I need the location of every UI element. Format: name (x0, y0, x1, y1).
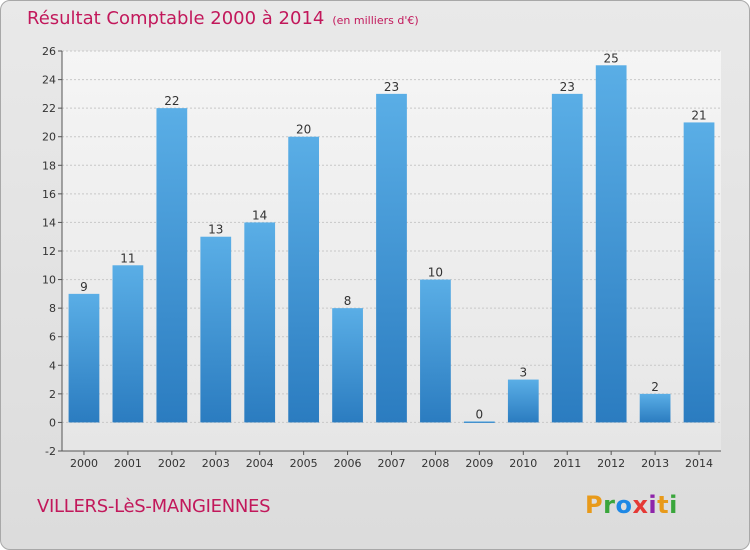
data-label: 14 (252, 208, 267, 222)
y-tick-label: 6 (49, 331, 56, 344)
y-tick-label: 14 (42, 216, 56, 229)
x-tick-label: 2008 (421, 457, 449, 470)
logo-letter: r (603, 491, 616, 519)
data-label: 3 (519, 366, 527, 380)
bar (639, 393, 671, 423)
data-label: 9 (80, 280, 88, 294)
data-label: 10 (428, 266, 443, 280)
logo-letter: o (615, 491, 633, 519)
data-label: 11 (120, 251, 135, 265)
y-tick-label: -2 (45, 445, 56, 458)
bar (376, 93, 407, 423)
bar (156, 108, 188, 423)
x-tick-label: 2011 (553, 457, 581, 470)
bar (332, 308, 363, 423)
x-tick-label: 2005 (290, 457, 318, 470)
bar (288, 136, 320, 423)
y-tick-label: 26 (42, 45, 56, 58)
logo-letter: P (585, 491, 604, 519)
chart-title: Résultat Comptable 2000 à 2014 (en millie… (27, 8, 419, 29)
y-tick-label: 24 (42, 74, 56, 87)
data-label: 8 (344, 294, 352, 308)
y-tick-label: 8 (49, 302, 56, 315)
x-tick-label: 2000 (70, 457, 98, 470)
bar (112, 265, 144, 423)
bar (551, 93, 583, 423)
bar (420, 279, 451, 423)
y-tick-label: 22 (42, 102, 56, 115)
data-label: 13 (208, 223, 223, 237)
x-tick-label: 2012 (597, 457, 625, 470)
bar (244, 222, 276, 423)
title-text: Résultat Comptable 2000 à 2014 (27, 8, 325, 29)
data-label: 22 (164, 94, 179, 108)
bar (507, 379, 539, 423)
x-tick-label: 2002 (158, 457, 186, 470)
x-tick-label: 2006 (334, 457, 362, 470)
commune-name: VILLERS-LèS-MANGIENNES (37, 496, 271, 517)
proxiti-logo: Proxiti (585, 491, 678, 519)
data-label: 0 (476, 407, 484, 421)
data-label: 23 (384, 80, 399, 94)
data-label: 25 (604, 51, 619, 65)
data-label: 2 (651, 380, 659, 394)
x-tick-label: 2009 (465, 457, 493, 470)
bar (595, 65, 627, 423)
chart-subtitle: (en milliers d'€) (332, 14, 419, 27)
bar (68, 293, 100, 423)
y-tick-label: 12 (42, 245, 56, 258)
bar (463, 421, 495, 423)
y-tick-label: 16 (42, 188, 56, 201)
y-tick-label: 20 (42, 131, 56, 144)
x-tick-label: 2010 (509, 457, 537, 470)
logo-letter: t (657, 491, 670, 519)
x-tick-label: 2007 (378, 457, 406, 470)
x-tick-label: 2004 (246, 457, 274, 470)
data-label: 20 (296, 123, 311, 137)
y-tick-label: 4 (49, 359, 56, 372)
y-tick-label: 0 (49, 416, 56, 429)
data-label: 21 (691, 108, 706, 122)
x-tick-label: 2014 (685, 457, 713, 470)
x-tick-label: 2001 (114, 457, 142, 470)
y-tick-label: 18 (42, 159, 56, 172)
logo-letter: i (669, 491, 678, 519)
x-tick-label: 2003 (202, 457, 230, 470)
y-tick-label: 10 (42, 274, 56, 287)
y-tick-label: 2 (49, 388, 56, 401)
logo-letter: x (632, 491, 649, 519)
logo-letter: i (648, 491, 658, 519)
x-tick-label: 2013 (641, 457, 669, 470)
bar (200, 236, 232, 423)
data-label: 23 (560, 80, 575, 94)
bar (683, 122, 715, 423)
